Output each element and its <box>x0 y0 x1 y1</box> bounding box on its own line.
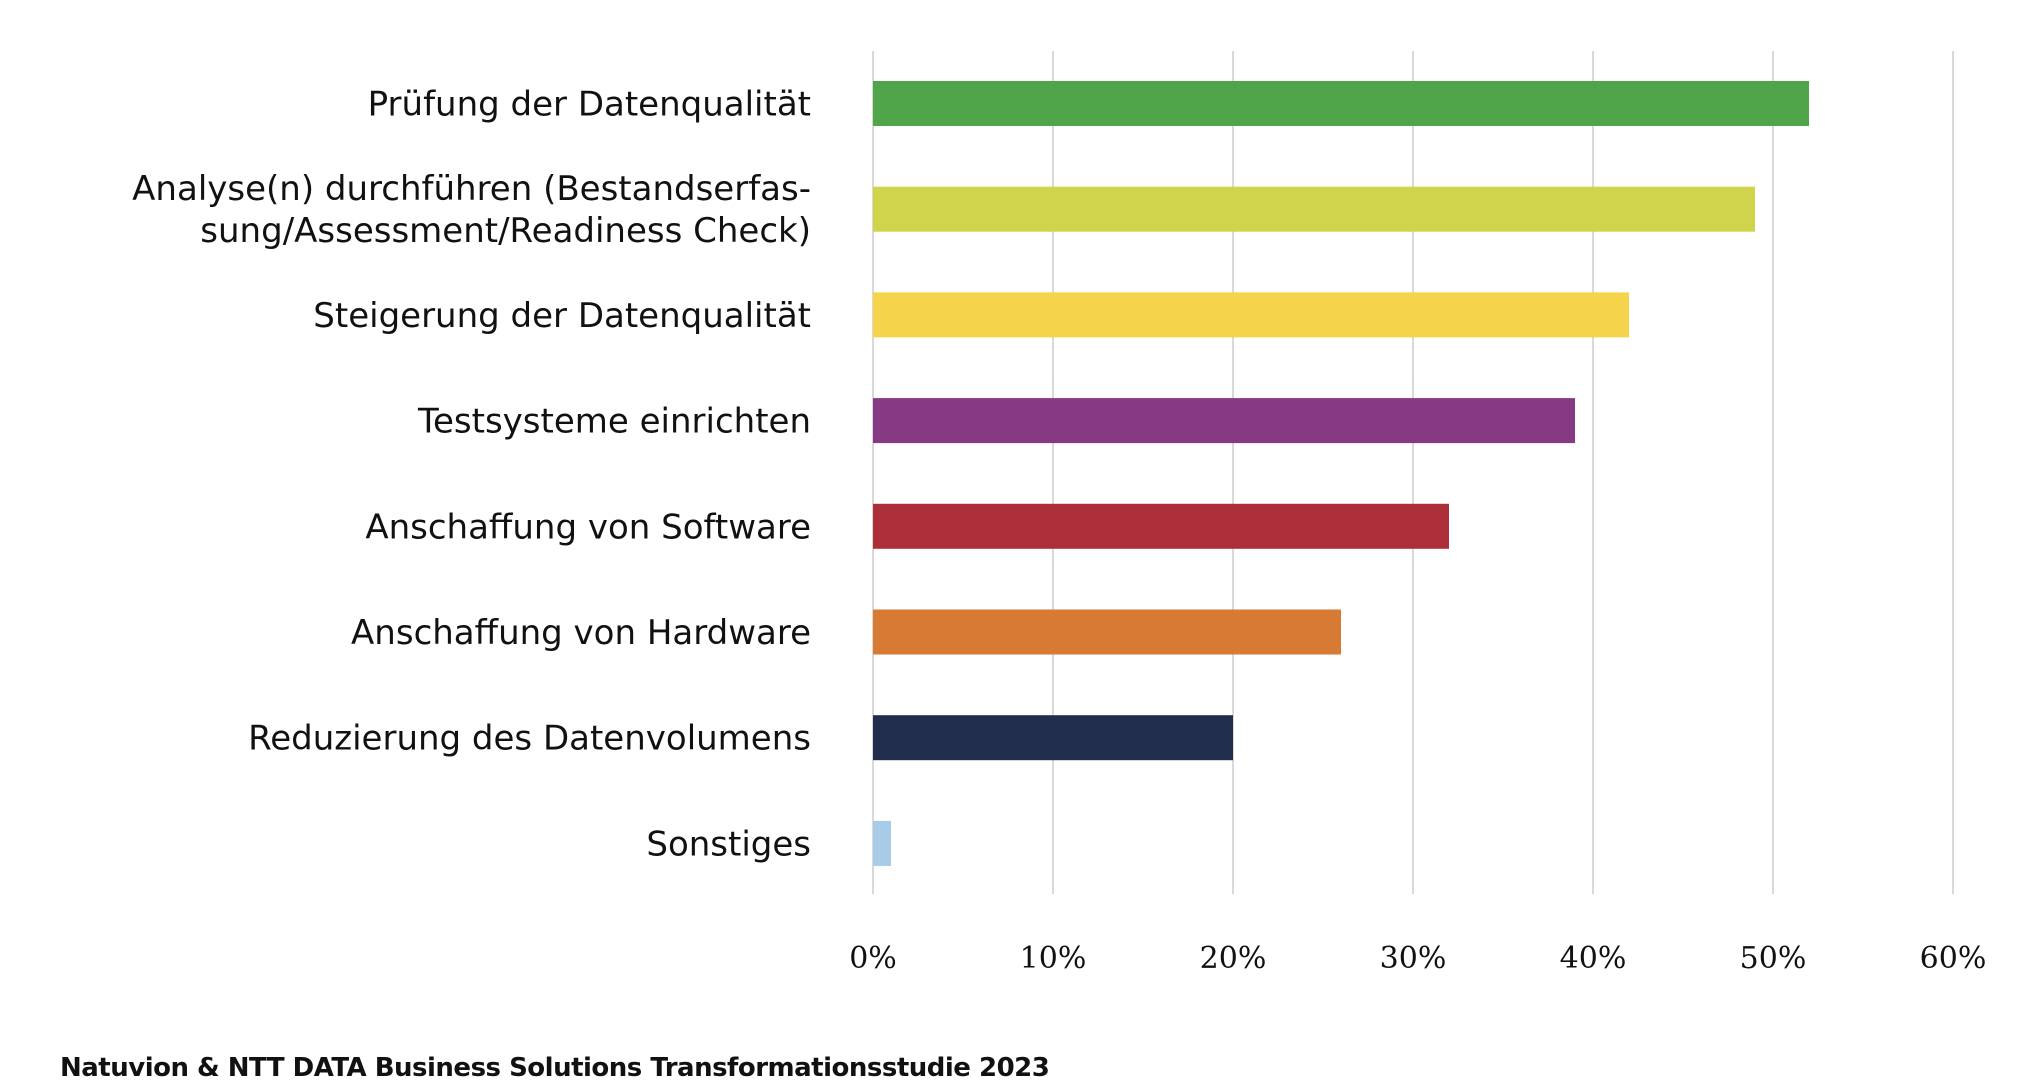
category-label: Anschaffung von Hardware <box>351 613 811 653</box>
x-tick-label: 60% <box>1920 941 1987 976</box>
category-label: Reduzierung des Datenvolumens <box>248 719 811 759</box>
x-tick-label: 0% <box>849 941 897 976</box>
bar <box>873 820 891 866</box>
source-caption: Natuvion & NTT DATA Business Solutions T… <box>60 1053 1050 1083</box>
category-label: Steigerung der Datenqualität <box>313 296 811 336</box>
bar <box>873 81 1809 126</box>
bar <box>873 609 1341 655</box>
category-label: Anschaffung von Software <box>365 507 811 547</box>
bar <box>873 292 1629 338</box>
bar <box>873 186 1755 232</box>
x-tick-label: 40% <box>1560 941 1627 976</box>
category-label: Testsysteme einrichten <box>417 402 811 442</box>
x-tick-label: 30% <box>1380 941 1447 976</box>
category-label: Analyse(n) durchführen (Bestandserfas-su… <box>132 169 811 251</box>
x-tick-label: 10% <box>1020 941 1087 976</box>
category-label: Sonstiges <box>646 824 811 864</box>
bar-chart: 0% 10% 20% 30% 40% 50% 60% Prüfung der Datenqua… <box>132 51 1987 976</box>
bar <box>873 503 1449 549</box>
bar <box>873 398 1575 444</box>
category-label: Prüfung der Datenqualität <box>368 85 811 125</box>
x-tick-label: 50% <box>1740 941 1807 976</box>
bar <box>873 715 1233 761</box>
x-tick-label: 20% <box>1200 941 1267 976</box>
